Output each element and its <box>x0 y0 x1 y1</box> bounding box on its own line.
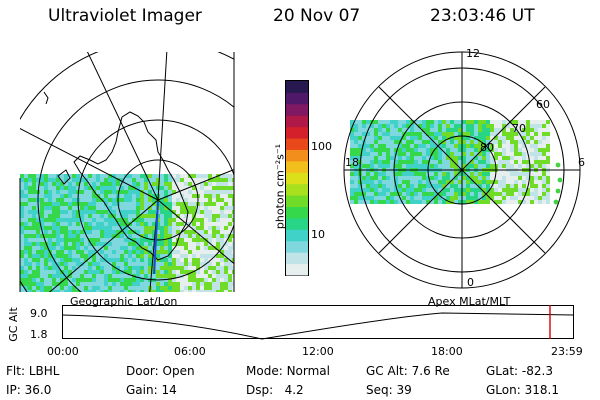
dsp-status: Dsp: 4.2 <box>246 383 304 397</box>
timeline-xtick-1200: 12:00 <box>302 345 334 358</box>
geographic-map <box>19 52 235 292</box>
colorbar-segment <box>286 103 308 116</box>
timeline-xtick-0600: 06:00 <box>174 345 206 358</box>
geo-emission-pixels <box>20 174 234 292</box>
geo-caption: Geographic Lat/Lon <box>70 295 178 308</box>
mode-status: Mode: Normal <box>246 364 330 378</box>
mlat-label-80: 80 <box>480 141 494 154</box>
time-label: 23:03:46 UT <box>430 6 535 26</box>
date-label: 20 Nov 07 <box>273 6 361 26</box>
gc-alt-status: GC Alt: 7.6 Re <box>366 364 450 378</box>
colorbar-segment <box>286 206 308 219</box>
colorbar-segment <box>286 81 308 93</box>
filter-status: Flt: LBHL <box>6 364 60 378</box>
polar-mlt-map <box>343 51 581 289</box>
mlat-label-70: 70 <box>512 122 526 135</box>
glat-status: GLat: -82.3 <box>486 364 553 378</box>
colorbar-segment <box>286 217 308 230</box>
colorbar-segment <box>286 172 308 185</box>
colorbar-unit-label: photon cm⁻²s⁻¹ <box>273 143 287 230</box>
instrument-title: Ultraviolet Imager <box>48 6 202 26</box>
colorbar-segment <box>286 263 308 276</box>
colorbar-segment <box>286 160 308 173</box>
seq-status: Seq: 39 <box>366 383 412 397</box>
glon-status: GLon: 318.1 <box>486 383 559 397</box>
colorbar-tick-10: 10 <box>311 228 325 241</box>
colorbar-segment <box>286 115 308 128</box>
mlt-label-18: 18 <box>345 156 359 169</box>
door-status: Door: Open <box>126 364 195 378</box>
colorbar-tick-100: 100 <box>311 140 332 153</box>
timeline-axis-label: GC Alt <box>6 307 20 342</box>
colorbar-segment <box>286 229 308 242</box>
mlt-label-6: 6 <box>578 156 585 169</box>
colorbar-segment <box>286 240 308 253</box>
colorbar-segment <box>286 138 308 150</box>
timeline-xtick-2359: 23:59 <box>551 345 583 358</box>
colorbar-segment <box>286 149 308 162</box>
colorbar-segment <box>286 126 308 139</box>
mlat-label-60: 60 <box>536 98 550 111</box>
colorbar-segment <box>286 252 308 265</box>
mlt-label-0: 0 <box>467 276 474 289</box>
timeline-xtick-0000: 00:00 <box>47 345 79 358</box>
altitude-timeline <box>61 305 575 340</box>
colorbar <box>285 80 309 276</box>
ip-status: IP: 36.0 <box>6 383 52 397</box>
polar-caption: Apex MLat/MLT <box>428 295 511 308</box>
timeline-ytick-high: 9.0 <box>30 307 48 320</box>
colorbar-segment <box>286 92 308 105</box>
mlt-label-12: 12 <box>466 47 480 60</box>
colorbar-segment <box>286 183 308 196</box>
polar-emission-pixels <box>350 120 550 204</box>
gain-status: Gain: 14 <box>126 383 177 397</box>
timeline-xtick-1800: 18:00 <box>431 345 463 358</box>
timeline-ytick-low: 1.8 <box>30 328 48 341</box>
colorbar-segment <box>286 195 308 208</box>
